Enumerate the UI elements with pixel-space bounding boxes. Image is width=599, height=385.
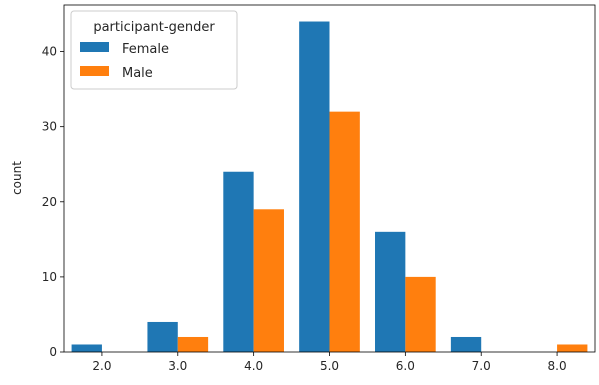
x-axis: 2.0 3.0 4.0 5.0 6.0 7.0 8.0 xyxy=(92,352,567,373)
bar-male-6.0 xyxy=(405,276,436,352)
legend-swatch-male xyxy=(80,66,109,76)
y-tick-label-40: 40 xyxy=(42,45,57,59)
bar-female-6.0 xyxy=(375,231,406,352)
legend-swatch-female xyxy=(80,42,109,52)
bars-layer xyxy=(71,21,588,353)
legend-title: participant-gender xyxy=(93,20,215,35)
x-tick-label-6.0: 6.0 xyxy=(396,359,415,373)
legend-label-female: Female xyxy=(122,42,169,57)
x-tick-label-2.0: 2.0 xyxy=(92,359,111,373)
x-tick-label-3.0: 3.0 xyxy=(168,359,187,373)
bar-female-2.0 xyxy=(71,344,102,352)
y-tick-label-0: 0 xyxy=(49,345,57,359)
bar-male-4.0 xyxy=(253,209,284,352)
bar-male-5.0 xyxy=(329,111,360,353)
legend-box xyxy=(70,10,238,90)
y-tick-label-10: 10 xyxy=(42,270,57,284)
x-tick-label-7.0: 7.0 xyxy=(472,359,491,373)
bar-male-3.0 xyxy=(177,336,209,352)
y-axis-label: count xyxy=(10,161,24,195)
bar-female-5.0 xyxy=(299,21,330,353)
x-tick-label-4.0: 4.0 xyxy=(244,359,263,373)
bar-male-8.0 xyxy=(557,344,588,352)
bar-female-4.0 xyxy=(223,171,254,352)
legend-label-male: Male xyxy=(122,66,153,81)
legend: participant-gender Female Male xyxy=(70,10,238,90)
bar-female-7.0 xyxy=(450,336,482,352)
y-axis: 0 10 20 30 40 xyxy=(42,45,64,359)
y-tick-label-20: 20 xyxy=(42,195,57,209)
x-tick-label-8.0: 8.0 xyxy=(548,359,567,373)
x-tick-label-5.0: 5.0 xyxy=(320,359,339,373)
y-tick-label-30: 30 xyxy=(42,120,57,134)
plot-frame xyxy=(63,4,596,353)
bar-female-3.0 xyxy=(147,321,178,352)
